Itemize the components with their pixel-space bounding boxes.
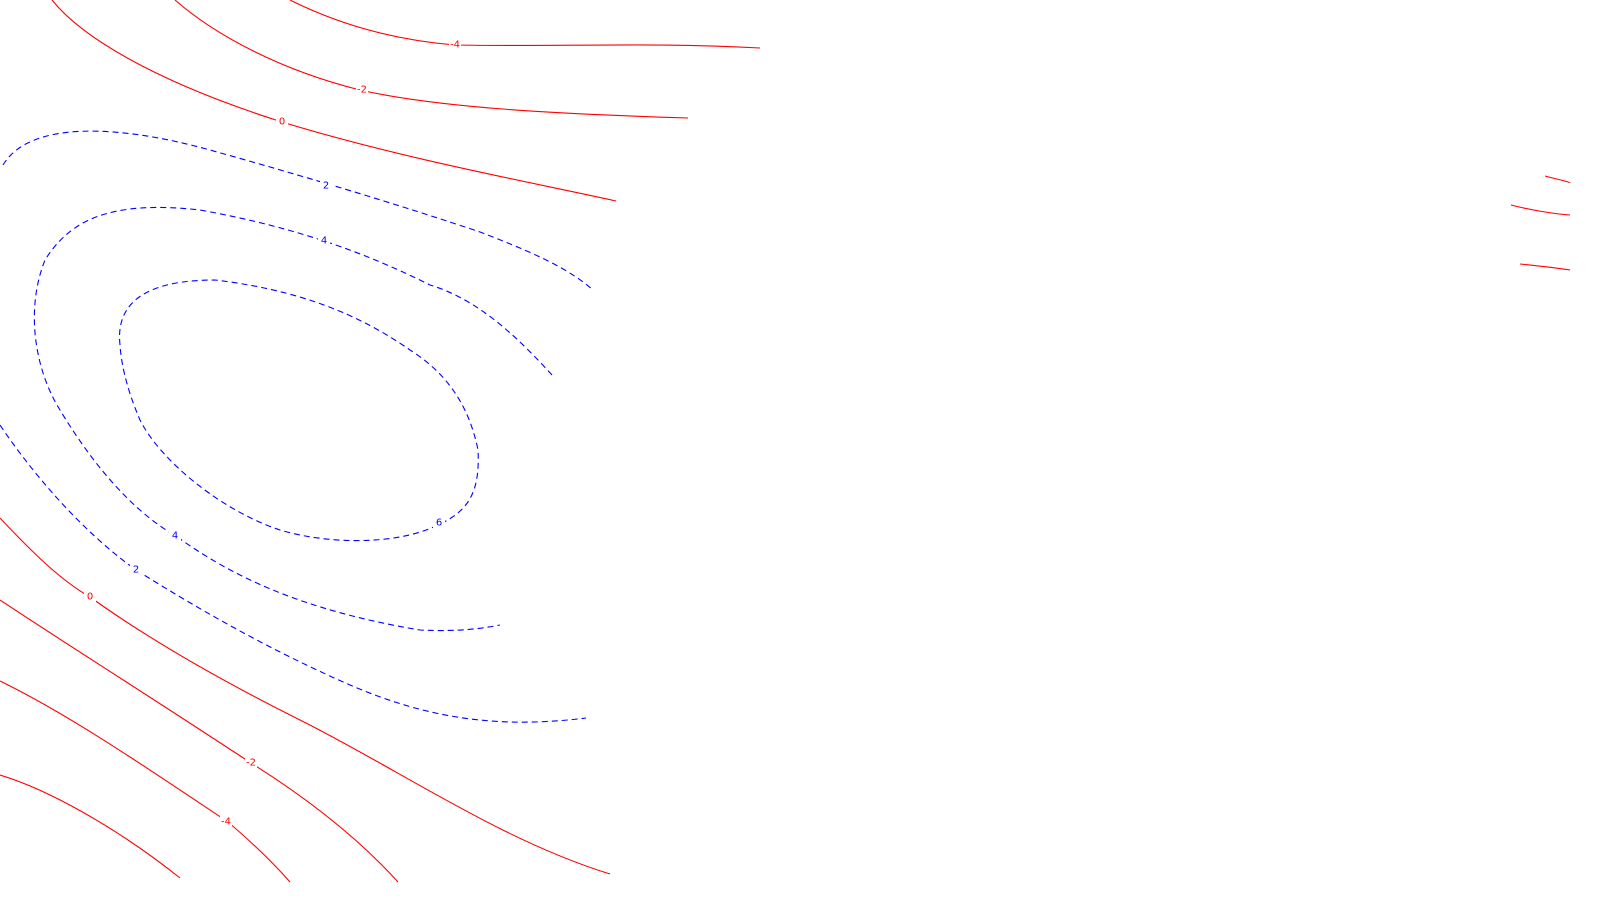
contour-label-bg-6 — [130, 564, 142, 576]
contour-line-11 — [1544, 175, 1571, 184]
contour-label-2: 0 — [279, 117, 285, 128]
contour-line-8 — [0, 599, 399, 883]
contour-label-bg-7 — [169, 530, 181, 542]
contour-label-bg-5 — [84, 591, 96, 603]
contour-label-bg-2 — [276, 116, 288, 128]
contour-line-12 — [1510, 204, 1571, 216]
contour-label-3: 2 — [323, 181, 329, 192]
contour-label-bg-3 — [320, 180, 332, 192]
contour-line-7 — [0, 517, 611, 875]
contour-line-6 — [0, 424, 587, 723]
contour-label-bg-4 — [318, 235, 330, 247]
contour-lines — [0, 0, 1571, 883]
contour-label-8: 6 — [436, 518, 442, 529]
contour-label-bg-9 — [245, 757, 257, 769]
contour-label-4: 4 — [321, 236, 327, 247]
contour-line-2 — [51, 0, 617, 202]
contour-line-4 — [33, 206, 553, 632]
contour-label-6: 2 — [133, 565, 139, 576]
contour-line-13 — [1519, 263, 1571, 271]
contour-line-1 — [174, 0, 689, 119]
contour-label-5: 0 — [87, 592, 93, 603]
contour-label-10: -4 — [221, 817, 231, 828]
contour-label-bg-8 — [433, 517, 445, 529]
contour-label-bg-10 — [220, 816, 232, 828]
contour-label-9: -2 — [246, 758, 256, 769]
contour-line-5 — [119, 279, 479, 542]
contour-label-1: -2 — [357, 85, 367, 96]
contour-label-0: -4 — [450, 40, 460, 51]
contour-labels: -4 -2 0 2 4 0 2 4 6 -2 -4 — [84, 39, 461, 828]
contour-line-3 — [2, 130, 594, 291]
contour-label-7: 4 — [172, 531, 178, 542]
contour-line-9 — [0, 680, 291, 883]
contour-line-10 — [0, 774, 181, 879]
contour-label-bg-1 — [356, 84, 368, 96]
contour-line-0 — [289, 0, 761, 49]
contour-label-bg-0 — [449, 39, 461, 51]
